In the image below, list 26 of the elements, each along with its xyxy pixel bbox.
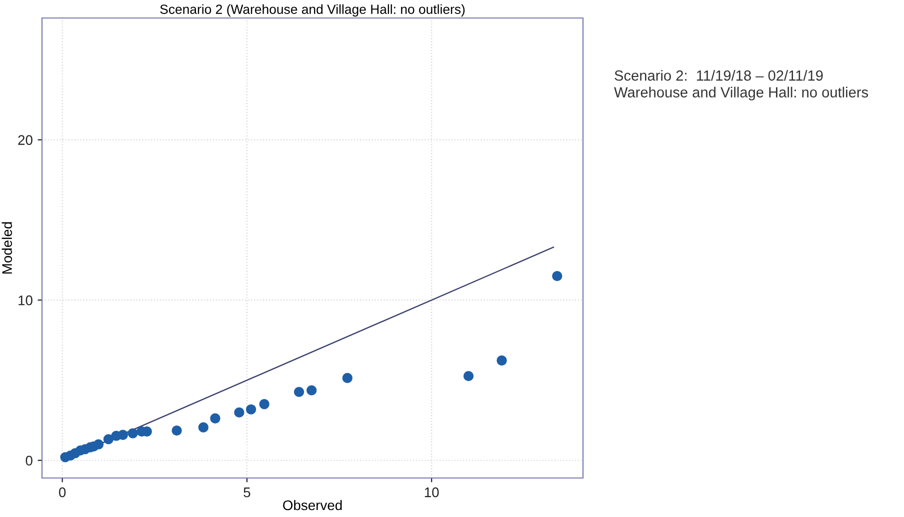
point xyxy=(294,386,304,398)
y-tick-label: 10 xyxy=(18,295,32,306)
point xyxy=(172,425,182,436)
y-axis-title: Modeled xyxy=(2,222,12,274)
point xyxy=(210,413,220,424)
y-tick-label: 20 xyxy=(18,135,32,145)
point xyxy=(118,430,128,440)
text: Scenario 2: 11/19/18 – 02/11/19 Warehouse and Village Hall: no outliers xyxy=(614,70,868,100)
point xyxy=(234,407,244,418)
x-tick-label: 0 xyxy=(58,487,66,498)
point xyxy=(306,385,317,396)
point xyxy=(463,370,474,382)
point xyxy=(128,428,138,438)
point xyxy=(552,270,562,282)
x-axis-title: Observed xyxy=(283,500,342,510)
point xyxy=(103,434,114,444)
chart-title: Scenario 2 (Warehouse and Village Hall: no outliers) xyxy=(160,4,465,17)
point xyxy=(496,355,507,366)
point xyxy=(198,422,208,432)
point xyxy=(342,372,352,384)
x-tick-label: 10 xyxy=(424,487,439,498)
point xyxy=(259,399,270,410)
point xyxy=(93,439,104,450)
x-tick-label: 5 xyxy=(244,488,250,498)
point xyxy=(246,404,256,414)
y-tick-label: 0 xyxy=(26,456,32,466)
